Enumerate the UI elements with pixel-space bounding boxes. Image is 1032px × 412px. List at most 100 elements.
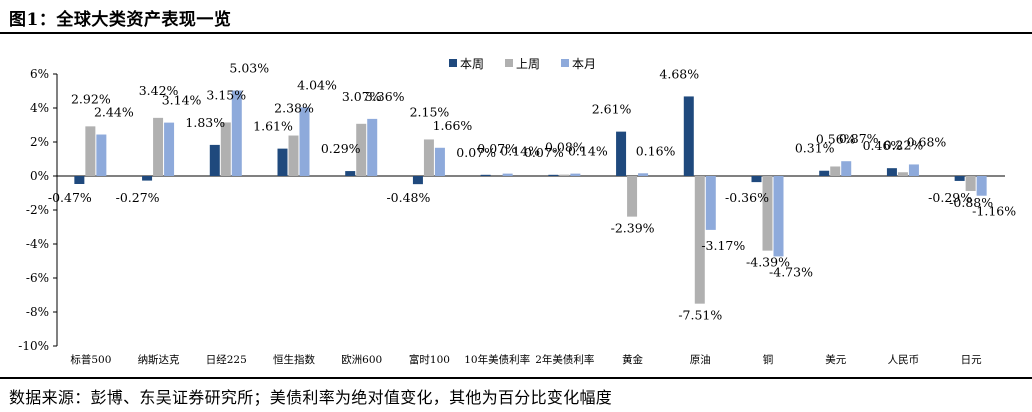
data-label-2-3: 3.15% xyxy=(206,87,246,102)
legend-swatch-3 xyxy=(561,59,569,67)
data-label-3-11: -4.73% xyxy=(769,264,813,279)
bar-3-13 xyxy=(908,164,919,176)
bar-1-2 xyxy=(142,176,153,181)
bar-1-5 xyxy=(345,171,356,176)
bar-2-3 xyxy=(220,122,231,176)
bar-1-12 xyxy=(819,170,830,176)
data-labels: -0.47% -0.27%1.83% 1.61%0.29%-0.48%0.07% 0.… xyxy=(48,60,1016,322)
bar-2-4 xyxy=(288,135,299,176)
bar-2-10 xyxy=(694,176,705,304)
data-label-1-6: -0.48% xyxy=(386,190,430,205)
bar-2-13 xyxy=(897,172,908,176)
bar-2-11 xyxy=(762,176,773,251)
data-label-1-12: 0.31% xyxy=(795,141,835,156)
data-label-1-7: 0.07% xyxy=(456,145,496,160)
bar-1-7 xyxy=(480,174,491,176)
data-label-1-2: -0.27% xyxy=(116,190,160,205)
y-tick-label: 2% xyxy=(30,135,49,149)
category-label-4: 恒生指数 xyxy=(273,353,315,366)
category-label-13: 人民币 xyxy=(888,354,920,366)
data-label-3-7: 0.14% xyxy=(500,144,540,159)
y-tick-label: -8% xyxy=(26,305,49,319)
data-label-1-13: 0.46% xyxy=(863,138,903,153)
y-tick-label: -10% xyxy=(18,339,49,353)
bar-2-9 xyxy=(627,176,638,217)
data-label-3-10: -3.17% xyxy=(701,238,745,253)
bar-2-5 xyxy=(356,123,367,176)
data-label-2-2: 3.42% xyxy=(139,83,179,98)
bar-2-14 xyxy=(965,176,976,191)
bar-1-9 xyxy=(616,131,627,176)
bar-2-1 xyxy=(85,126,96,176)
data-label-3-5: 3.36% xyxy=(365,89,405,104)
bar-3-4 xyxy=(299,107,310,176)
data-label-3-4: 4.04% xyxy=(297,77,337,92)
data-label-2-8: 0.08% xyxy=(545,140,585,155)
bars xyxy=(74,90,987,304)
data-label-3-2: 3.14% xyxy=(162,93,202,108)
data-label-1-8: 0.07% xyxy=(524,145,564,160)
bar-2-12 xyxy=(830,166,841,176)
data-label-2-1: 2.92% xyxy=(71,91,111,106)
category-label-11: 铜 xyxy=(763,354,774,366)
category-label-5: 欧洲600 xyxy=(341,354,382,366)
bar-2-8 xyxy=(559,174,570,176)
bar-3-2 xyxy=(164,122,175,176)
bar-1-10 xyxy=(683,96,694,176)
y-axis: 6% 4% 2% 0% -2% -4% -6% -8% -10% xyxy=(18,67,1005,353)
bar-3-6 xyxy=(434,147,445,176)
data-label-3-3: 5.03% xyxy=(229,60,269,75)
category-label-6: 富时100 xyxy=(409,353,450,366)
bar-3-8 xyxy=(570,173,581,176)
data-label-2-5: 3.07% xyxy=(342,89,382,104)
bar-1-14 xyxy=(954,176,965,181)
data-label-1-4: 1.61% xyxy=(253,119,293,134)
category-label-3: 日经225 xyxy=(206,353,247,366)
data-label-3-12: 0.87% xyxy=(839,131,879,146)
bottom-rule xyxy=(0,377,1032,379)
bar-3-7 xyxy=(502,173,513,176)
x-axis-labels: 标普500 纳斯达克 日经225 恒生指数 欧洲600 富时100 10年美债利率 2年美债利… xyxy=(70,353,982,366)
category-label-8: 2年美债利率 xyxy=(535,353,594,366)
data-label-1-5: 0.29% xyxy=(321,141,361,156)
data-label-2-11: -4.39% xyxy=(746,255,790,270)
data-label-3-14: -1.16% xyxy=(972,204,1016,219)
bar-1-1 xyxy=(74,176,85,184)
data-label-2-4: 2.38% xyxy=(274,101,314,116)
y-tick-label: -2% xyxy=(26,203,49,217)
bar-3-10 xyxy=(705,176,716,230)
data-label-3-13: 0.68% xyxy=(907,134,947,149)
category-label-7: 10年美债利率 xyxy=(464,353,530,366)
y-tick-label: 0% xyxy=(30,169,49,183)
category-label-12: 美元 xyxy=(825,353,846,366)
bar-3-11 xyxy=(773,176,784,257)
data-label-3-8: 0.14% xyxy=(568,144,608,159)
y-tick-label: -6% xyxy=(26,271,49,285)
bar-1-6 xyxy=(412,176,423,185)
data-label-2-13: 0.22% xyxy=(884,137,924,152)
bar-chart: 6% 4% 2% 0% -2% -4% -6% -8% -10% -0.47% -0.27% 1.8… xyxy=(18,57,1016,366)
data-label-2-14: -0.88% xyxy=(949,195,993,210)
bar-3-9 xyxy=(638,173,649,176)
bar-3-1 xyxy=(96,134,107,176)
bar-2-2 xyxy=(153,117,164,176)
legend-label-3: 本月 xyxy=(572,57,596,71)
data-label-1-11: -0.36% xyxy=(725,190,769,205)
data-label-1-3: 1.83% xyxy=(185,115,225,130)
top-rule xyxy=(0,32,1032,34)
data-label-1-1: -0.47% xyxy=(48,190,92,205)
bar-3-3 xyxy=(231,90,242,176)
data-label-1-14: -0.29% xyxy=(928,190,972,205)
bar-3-14 xyxy=(976,176,987,196)
legend: 本周 上周 本月 xyxy=(449,57,596,71)
bar-1-11 xyxy=(751,176,762,183)
legend-swatch-2 xyxy=(505,59,513,67)
figure-title: 图1：全球大类资产表现一览 xyxy=(9,10,232,30)
bar-1-3 xyxy=(209,144,220,176)
bar-1-8 xyxy=(548,174,559,176)
y-tick-label: -4% xyxy=(26,237,49,251)
source-note: 数据来源：彭博、东吴证券研究所；美债利率为绝对值变化，其他为百分比变化幅度 xyxy=(9,388,613,407)
category-label-1: 标普500 xyxy=(70,353,111,366)
legend-swatch-1 xyxy=(449,59,457,67)
category-label-10: 原油 xyxy=(690,353,711,366)
